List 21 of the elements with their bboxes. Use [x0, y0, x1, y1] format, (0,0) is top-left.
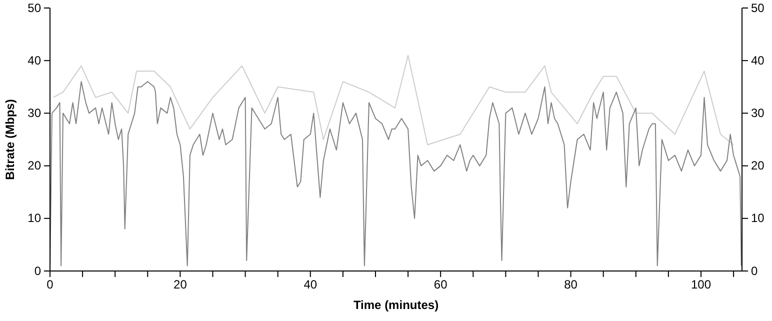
- x-tick-label: 100: [690, 278, 712, 292]
- y2-tick-label: 10: [751, 211, 765, 226]
- y-tick-label: 50: [28, 0, 42, 15]
- y-tick-label: 20: [28, 158, 42, 173]
- x-tick-label: 60: [434, 278, 448, 292]
- x-axis-title: Time (minutes): [353, 298, 439, 312]
- y2-tick-label: 50: [751, 0, 765, 15]
- y-axis-title: Bitrate (Mbps): [3, 99, 17, 180]
- x-tick-label: 80: [564, 278, 578, 292]
- x-tick-label: 0: [46, 278, 54, 292]
- line-series: [52, 54, 734, 146]
- y2-tick-label: 40: [751, 53, 765, 68]
- y-tick-label: 30: [28, 106, 42, 120]
- y-tick-label: 0: [34, 264, 42, 278]
- y-tick-label: 40: [28, 53, 42, 68]
- y2-tick-label: 20: [751, 158, 765, 173]
- x-tick-label: 40: [304, 278, 318, 292]
- y2-tick-label: 30: [751, 106, 765, 120]
- x-tick-label: 20: [174, 278, 188, 292]
- y2-tick-label: 0: [751, 264, 758, 278]
- y-tick-label: 10: [28, 211, 42, 226]
